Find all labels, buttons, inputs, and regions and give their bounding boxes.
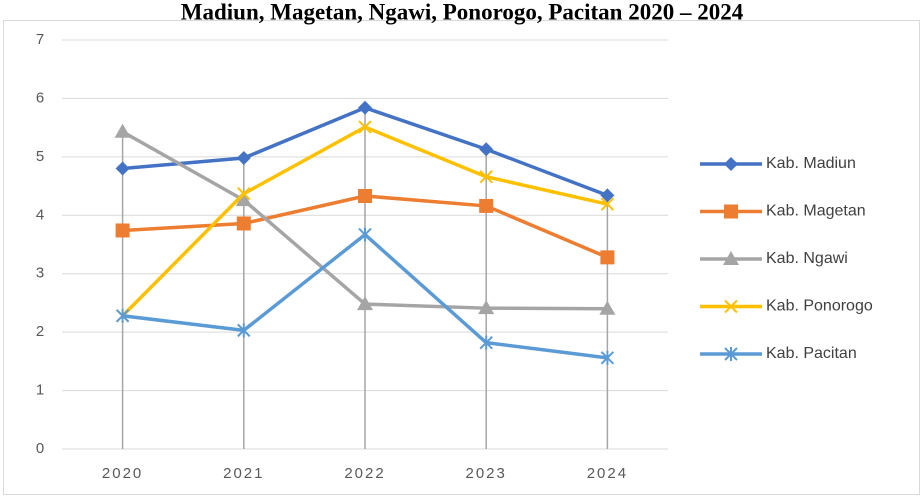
legend-marker (724, 157, 738, 171)
marker (600, 197, 615, 211)
marker (478, 300, 495, 315)
marker (235, 192, 252, 207)
y-tick-label: 1 (36, 382, 44, 399)
marker (115, 161, 130, 176)
x-tick-label: 2020 (102, 465, 143, 482)
legend-entry: Kab. Madiun (700, 155, 856, 172)
marker (237, 323, 251, 338)
marker (115, 308, 130, 323)
marker (236, 216, 251, 231)
marker (479, 335, 493, 350)
marker (237, 186, 251, 201)
x-tick-label: 2022 (344, 465, 385, 482)
marker (600, 188, 615, 203)
y-tick-label: 4 (36, 206, 44, 223)
y-tick-label: 0 (36, 440, 44, 457)
x-tick-label: 2021 (223, 465, 264, 482)
legend-label: Kab. Pacitan (766, 345, 857, 362)
marker (115, 223, 130, 238)
y-tick-label: 7 (36, 31, 44, 48)
legend-entry: Kab. Pacitan (700, 345, 857, 362)
marker (599, 300, 616, 315)
marker (358, 189, 372, 204)
marker (479, 142, 494, 157)
marker (479, 198, 494, 213)
legend-entry: Kab. Ngawi (700, 250, 848, 267)
legend-label: Kab. Magetan (766, 203, 866, 220)
marker (357, 296, 373, 311)
marker (600, 350, 615, 365)
marker (114, 123, 131, 138)
marker (236, 151, 251, 166)
y-tick-label: 3 (36, 265, 44, 282)
marker (600, 250, 615, 265)
x-tick-label: 2023 (466, 465, 507, 482)
legend-entry: Kab. Ponorogo (700, 298, 873, 315)
legend-marker (723, 251, 739, 265)
chart-title: Madiun, Magetan, Ngawi, Ponorogo, Pacita… (181, 0, 744, 24)
legend-label: Kab. Ponorogo (766, 298, 873, 315)
marker (479, 170, 493, 184)
marker (358, 120, 372, 134)
chart-border (3, 20, 920, 495)
y-tick-label: 6 (36, 89, 44, 106)
legend-entry: Kab. Magetan (700, 203, 866, 220)
legend-label: Kab. Ngawi (766, 250, 848, 267)
marker (358, 100, 372, 115)
x-tick-label: 2024 (587, 465, 628, 482)
legend-label: Kab. Madiun (766, 155, 856, 172)
legend-marker (724, 347, 738, 361)
legend-marker (724, 204, 738, 219)
marker (358, 227, 372, 242)
legend-marker (724, 299, 738, 314)
y-tick-label: 2 (36, 323, 44, 340)
y-tick-label: 5 (36, 148, 44, 165)
